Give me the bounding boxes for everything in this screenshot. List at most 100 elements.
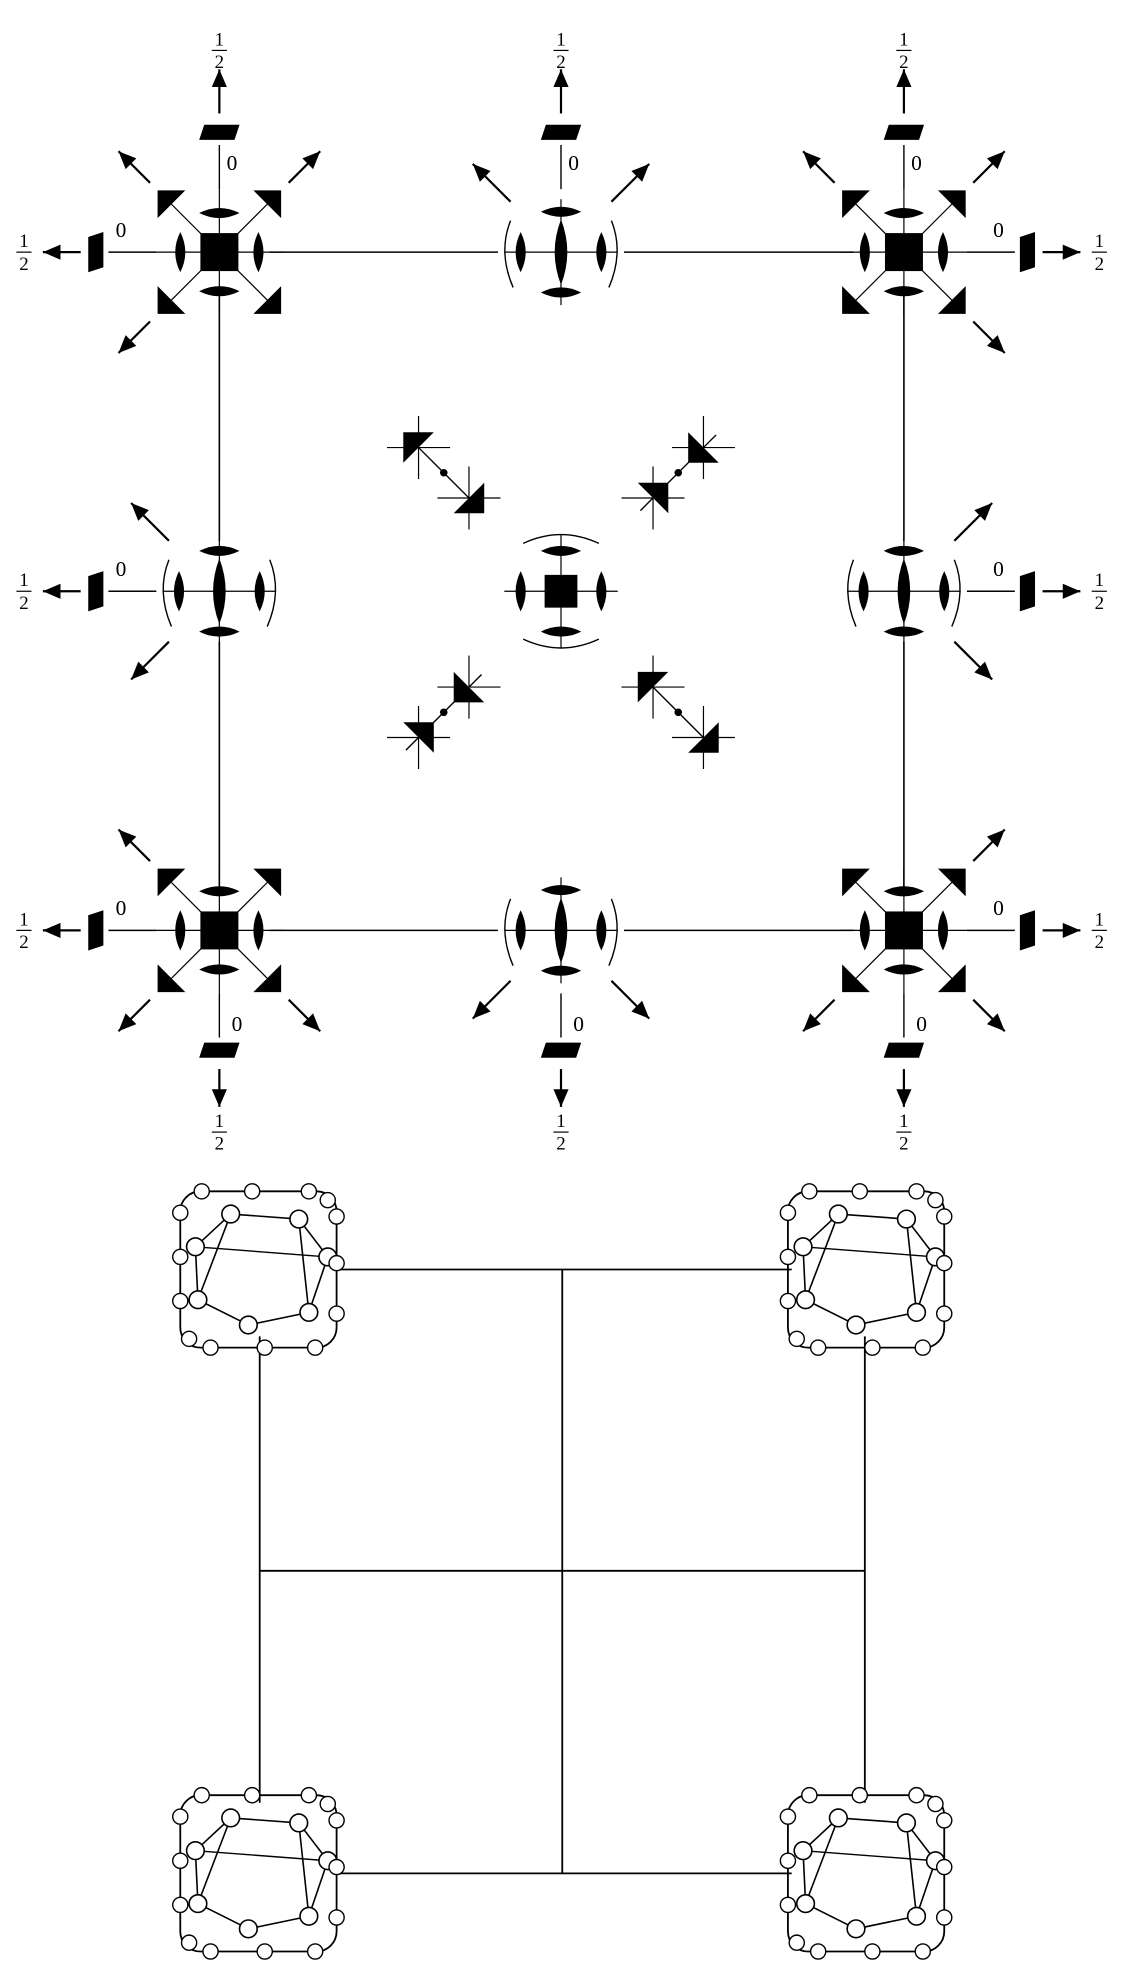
atom-node — [300, 1786, 318, 1804]
site-center — [504, 533, 618, 649]
diagonal-arrow-icon — [953, 497, 998, 542]
polyhedron-bottom-right — [779, 1786, 953, 1960]
svg-text:2: 2 — [215, 1134, 224, 1155]
half-label: 12 — [16, 231, 32, 275]
atom-node — [864, 1943, 881, 1960]
atom-node — [328, 1909, 345, 1926]
atom-node — [172, 1204, 189, 1222]
zero-label: 0 — [116, 218, 127, 242]
site-bottom-middle — [504, 877, 618, 984]
atom-node — [779, 1808, 797, 1825]
atom-node — [319, 1795, 337, 1813]
atom-node — [788, 1330, 806, 1348]
plane-marker-icon — [88, 571, 104, 612]
half-label: 12 — [16, 570, 32, 614]
zero-label: 0 — [993, 557, 1004, 581]
zero-label: 0 — [573, 1012, 584, 1036]
atom-node — [935, 1812, 953, 1829]
plane-marker-icon — [88, 910, 104, 951]
atom-node — [828, 1204, 848, 1224]
atom-node — [193, 1183, 210, 1200]
atom-node — [202, 1943, 219, 1960]
atom-node — [306, 1943, 324, 1960]
plane-marker-icon — [1019, 231, 1036, 273]
plane-marker-icon — [883, 1042, 925, 1058]
diagonal-arrow-icon — [467, 980, 512, 1024]
half-label: 12 — [896, 29, 912, 73]
site-upper-right — [621, 416, 735, 530]
svg-text:2: 2 — [1095, 932, 1104, 953]
atom-node — [809, 1943, 827, 1960]
atom-node — [238, 1315, 258, 1335]
twofold-axis-icon — [596, 571, 607, 612]
atom-node — [328, 1858, 345, 1876]
diagonal-arrow-icon — [953, 640, 998, 685]
up-arrow-icon — [896, 69, 912, 114]
diagonal-arrow-icon — [287, 145, 326, 184]
zero-label: 0 — [116, 896, 127, 920]
right-arrow-icon — [1042, 244, 1081, 260]
atom-node — [188, 1290, 208, 1310]
svg-text:1: 1 — [1095, 570, 1104, 591]
atom-node — [851, 1183, 869, 1200]
svg-text:2: 2 — [1095, 254, 1104, 275]
zero-label: 0 — [916, 1012, 927, 1036]
zero-label: 0 — [993, 218, 1004, 242]
up-arrow-icon — [211, 69, 227, 114]
atom-node — [185, 1841, 206, 1861]
plane-marker-icon — [1019, 571, 1036, 612]
atom-node — [851, 1786, 869, 1804]
atom-node — [935, 1858, 953, 1876]
half-label: 12 — [1091, 909, 1107, 953]
atom-node — [238, 1919, 258, 1939]
diagonal-arrow-icon — [113, 824, 151, 862]
site-bottom-left — [156, 867, 283, 994]
atom-node — [300, 1183, 318, 1200]
atom-node — [172, 1248, 189, 1266]
twofold-axis-icon — [515, 571, 526, 612]
svg-text:2: 2 — [556, 52, 565, 73]
atom-node — [221, 1204, 241, 1224]
plane-marker-icon — [540, 124, 582, 140]
atom-node — [935, 1254, 953, 1272]
atom-node — [299, 1302, 319, 1322]
diagonal-arrow-icon — [113, 145, 151, 184]
atom-node — [914, 1943, 932, 1960]
atom-node — [172, 1292, 189, 1310]
atom-node — [801, 1786, 818, 1804]
atom-node — [193, 1786, 210, 1804]
atom-node — [908, 1183, 925, 1200]
atom-node — [846, 1919, 866, 1939]
diagonal-arrow-icon — [610, 158, 655, 203]
diagonal-arrow-icon — [125, 497, 170, 542]
svg-text:2: 2 — [215, 52, 224, 73]
zero-label: 0 — [232, 1012, 243, 1036]
plane-marker-icon — [199, 124, 240, 140]
diagonal-arrow-icon — [972, 320, 1011, 359]
site-bottom-right — [840, 867, 967, 994]
half-label: 12 — [211, 1111, 227, 1155]
site-upper-left — [387, 416, 501, 530]
down-arrow-icon — [896, 1069, 912, 1107]
down-arrow-icon — [211, 1069, 227, 1107]
half-label: 12 — [1091, 570, 1107, 614]
atom-node — [188, 1893, 208, 1914]
site-top-middle — [504, 199, 618, 306]
atom-node — [328, 1305, 345, 1322]
right-arrow-icon — [1042, 922, 1081, 938]
atom-node — [328, 1208, 345, 1225]
atom-node — [906, 1906, 927, 1926]
polyhedron-bottom-left — [172, 1786, 345, 1960]
half-label: 12 — [211, 29, 227, 73]
atom-node — [779, 1292, 797, 1310]
twofold-axis-icon — [540, 626, 582, 637]
left-arrow-icon — [42, 583, 81, 599]
svg-text:2: 2 — [899, 1134, 908, 1155]
half-label: 12 — [1091, 231, 1107, 275]
zero-label: 0 — [116, 557, 127, 581]
atom-node — [328, 1254, 345, 1272]
svg-text:1: 1 — [556, 29, 565, 50]
diagonal-arrow-icon — [467, 158, 512, 203]
